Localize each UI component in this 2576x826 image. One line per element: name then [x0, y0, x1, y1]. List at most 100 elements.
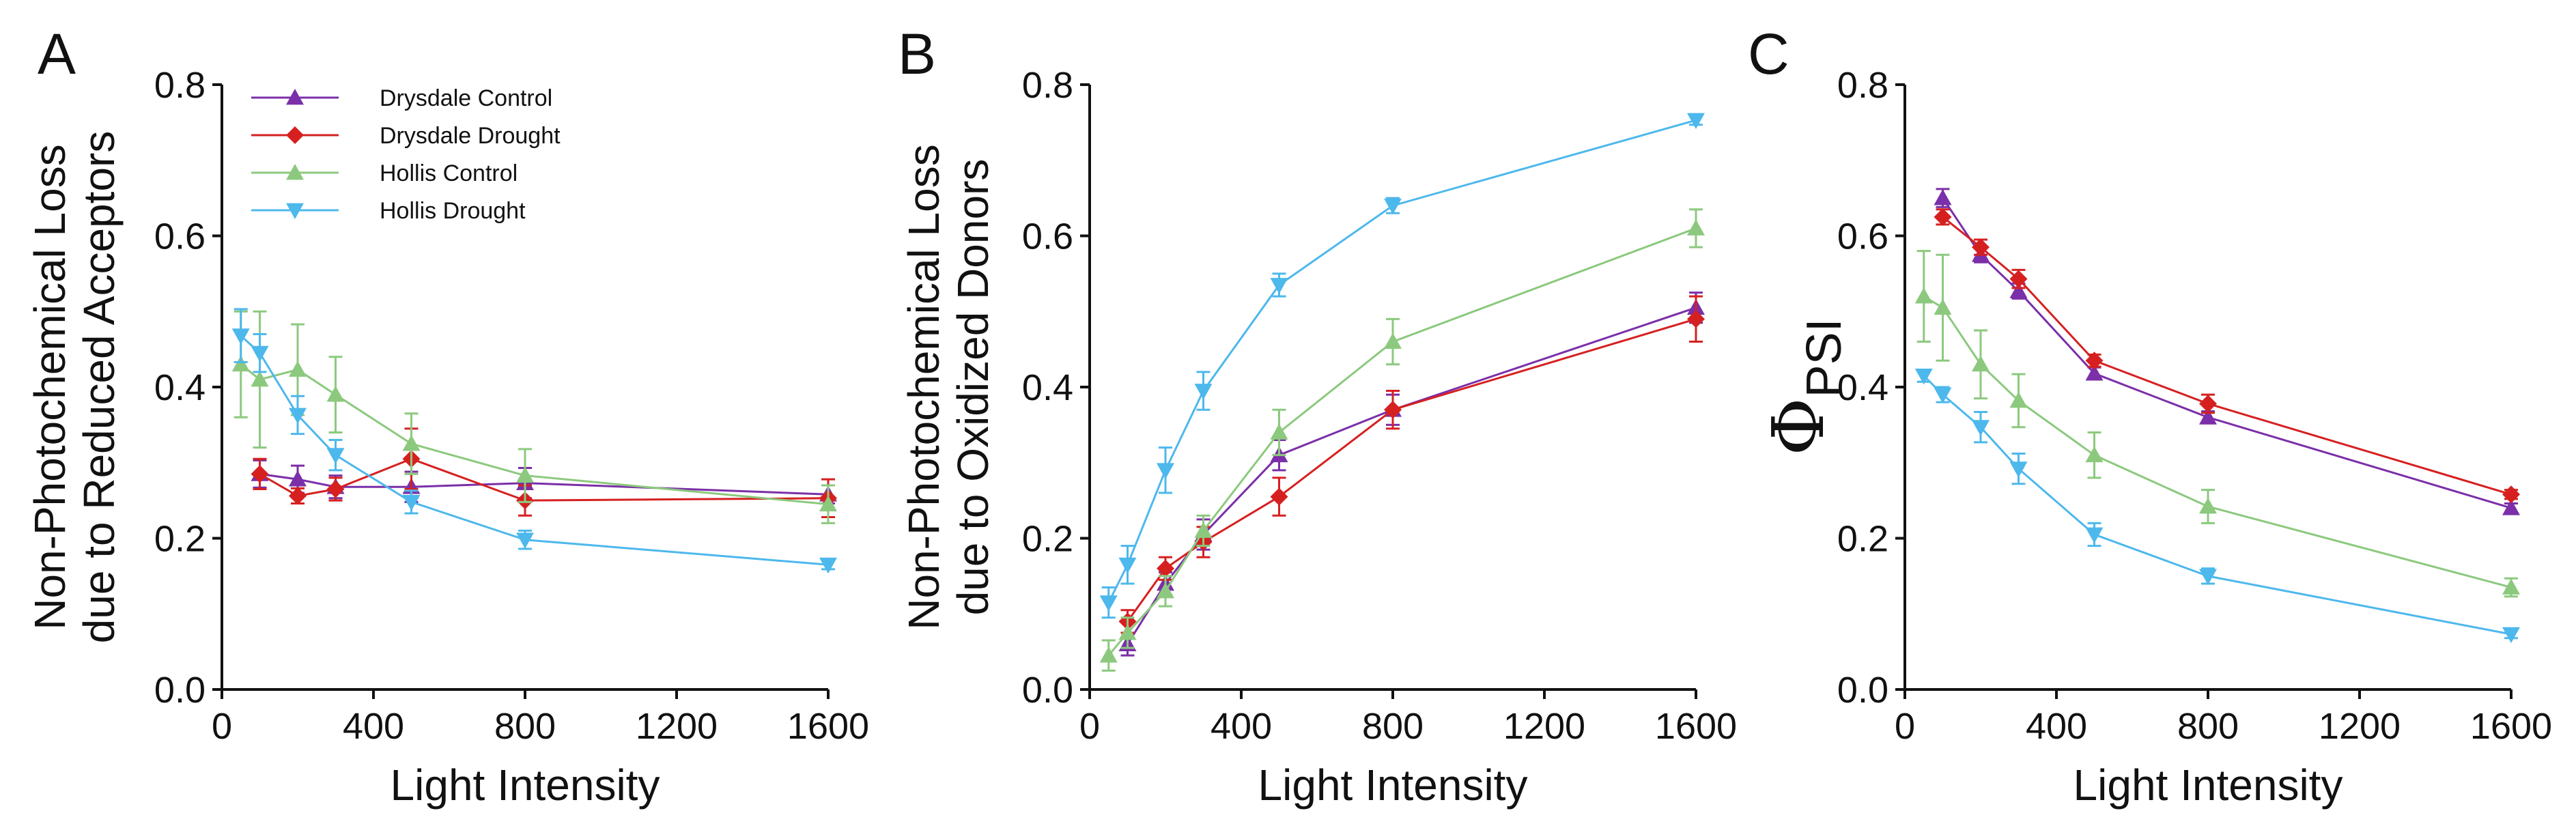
data-point [289, 408, 307, 424]
data-point [289, 487, 307, 505]
data-point [1687, 219, 1705, 236]
y-tick-label: 0.4 [1022, 367, 1073, 408]
data-point [251, 370, 269, 387]
y-axis-title: Non-Photochemical Lossdue to Oxidized Do… [899, 144, 997, 629]
series-line [259, 457, 829, 502]
data-point [1914, 287, 1933, 304]
panel-a: A 0.0 0.2 0.4 0.6 0.8 0 400 800 1200 1600 Light Int… [25, 22, 869, 810]
legend-marker [286, 89, 304, 105]
x-tick-label: 400 [1211, 706, 1272, 747]
data-point [1157, 463, 1174, 479]
data-point [2502, 485, 2520, 504]
series-drysdale-drought [1118, 295, 1705, 634]
data-point [1270, 278, 1288, 294]
panel-c: C 0.0 0.2 0.4 0.6 0.8 0 400 800 1200 1600 Light Int… [1748, 22, 2552, 810]
series-line [1942, 216, 2512, 496]
y-tick-label: 0.4 [154, 367, 206, 408]
x-tick-label: 1600 [1655, 706, 1737, 747]
data-point [2009, 391, 2028, 408]
data-point [326, 386, 345, 402]
x-tick-label: 400 [343, 706, 404, 747]
legend-item: Drysdale Drought [251, 123, 561, 149]
data-point [1270, 423, 1288, 440]
data-point [1157, 582, 1174, 599]
series-drysdale-drought [251, 427, 837, 518]
data-point [1972, 355, 1990, 372]
series-drysdale-control [1118, 291, 1705, 657]
data-point [1934, 189, 1952, 205]
y-axis-title: ΦPSI [1757, 318, 1852, 455]
data-point [2199, 569, 2217, 585]
data-point [1194, 384, 1213, 400]
panel-letter: A [38, 22, 76, 86]
data-point [819, 557, 837, 574]
x-tick-label: 1600 [787, 706, 869, 747]
data-point [2502, 578, 2520, 595]
y-tick-label: 0.2 [1837, 519, 1888, 560]
data-point [251, 345, 269, 362]
x-axis-title: Light Intensity [391, 760, 660, 810]
data-point [289, 470, 307, 487]
x-axis-title: Light Intensity [2073, 760, 2343, 810]
data-point [1118, 623, 1137, 640]
data-point [1118, 557, 1137, 574]
data-point [2009, 461, 2028, 478]
data-point [2199, 395, 2217, 413]
legend-item: Hollis Control [251, 160, 518, 186]
data-point [326, 448, 345, 464]
series-hollis-control [1914, 250, 2520, 598]
series-drysdale-drought [1934, 208, 2520, 504]
data-point [2199, 408, 2217, 425]
legend-label: Hollis Drought [380, 198, 526, 224]
series-line [1127, 307, 1697, 645]
legend-label: Drysdale Control [380, 85, 552, 111]
data-point [1687, 310, 1705, 328]
data-point [1157, 559, 1174, 578]
y-tick-label: 0.6 [1022, 216, 1073, 257]
legend: Drysdale Control Drysdale Drought Hollis C… [251, 85, 561, 224]
legend-marker [286, 164, 304, 180]
data-point [819, 495, 837, 512]
series-hollis-control [1099, 208, 1705, 672]
y-axis-title-line: Non-Photochemical Loss [25, 144, 74, 629]
x-tick-label: 1200 [2319, 706, 2401, 747]
legend-item: Hollis Drought [251, 198, 526, 224]
series-line [259, 472, 829, 496]
series-hollis-drought [1099, 113, 1705, 619]
legend-item: Drysdale Control [251, 85, 552, 111]
data-point [1914, 368, 1933, 385]
data-point [231, 355, 250, 372]
data-point [1934, 208, 1952, 226]
data-point [1687, 113, 1705, 130]
legend-label: Drysdale Drought [380, 123, 561, 149]
data-point [1384, 198, 1402, 215]
series-hollis-drought [231, 308, 837, 574]
x-tick-label: 800 [1362, 706, 1424, 747]
y-tick-label: 0.0 [154, 670, 206, 711]
data-point [2199, 497, 2217, 514]
series-line [1127, 317, 1697, 623]
series-hollis-drought [1914, 368, 2520, 644]
data-point [251, 465, 269, 483]
data-point [402, 435, 421, 451]
y-tick-label: 0.2 [154, 519, 206, 560]
series-line [1923, 295, 2512, 588]
series-line [1942, 197, 2512, 509]
panel-letter: B [898, 22, 936, 86]
x-tick-label: 400 [2026, 706, 2087, 747]
y-tick-label: 0.8 [1837, 65, 1888, 106]
x-tick-label: 1200 [636, 706, 718, 747]
data-point [289, 360, 307, 377]
data-point [1384, 401, 1402, 419]
panel-b: B 0.0 0.2 0.4 0.6 0.8 0 400 800 1200 1600 Light Int… [898, 22, 1737, 810]
y-tick-label: 0.6 [154, 216, 206, 257]
y-axis-title-line: due to Reduced Acceptors [74, 131, 124, 644]
data-point [326, 480, 345, 498]
data-point [2085, 446, 2104, 463]
y-tick-label: 0.0 [1837, 670, 1888, 711]
x-tick-label: 0 [1079, 706, 1100, 747]
y-axis-title: Non-Photochemical Lossdue to Reduced Acc… [25, 131, 124, 644]
data-point [516, 466, 534, 483]
y-axis-title-phi: Φ [1757, 397, 1840, 455]
